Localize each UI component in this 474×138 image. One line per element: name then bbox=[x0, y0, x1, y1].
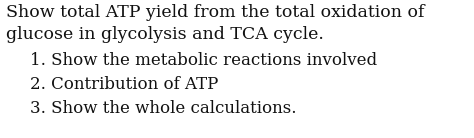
Text: glucose in glycolysis and TCA cycle.: glucose in glycolysis and TCA cycle. bbox=[6, 26, 324, 43]
Text: Show total ATP yield from the total oxidation of: Show total ATP yield from the total oxid… bbox=[6, 4, 425, 21]
Text: 3. Show the whole calculations.: 3. Show the whole calculations. bbox=[30, 100, 297, 117]
Text: 2. Contribution of ATP: 2. Contribution of ATP bbox=[30, 76, 219, 93]
Text: 1. Show the metabolic reactions involved: 1. Show the metabolic reactions involved bbox=[30, 52, 377, 69]
